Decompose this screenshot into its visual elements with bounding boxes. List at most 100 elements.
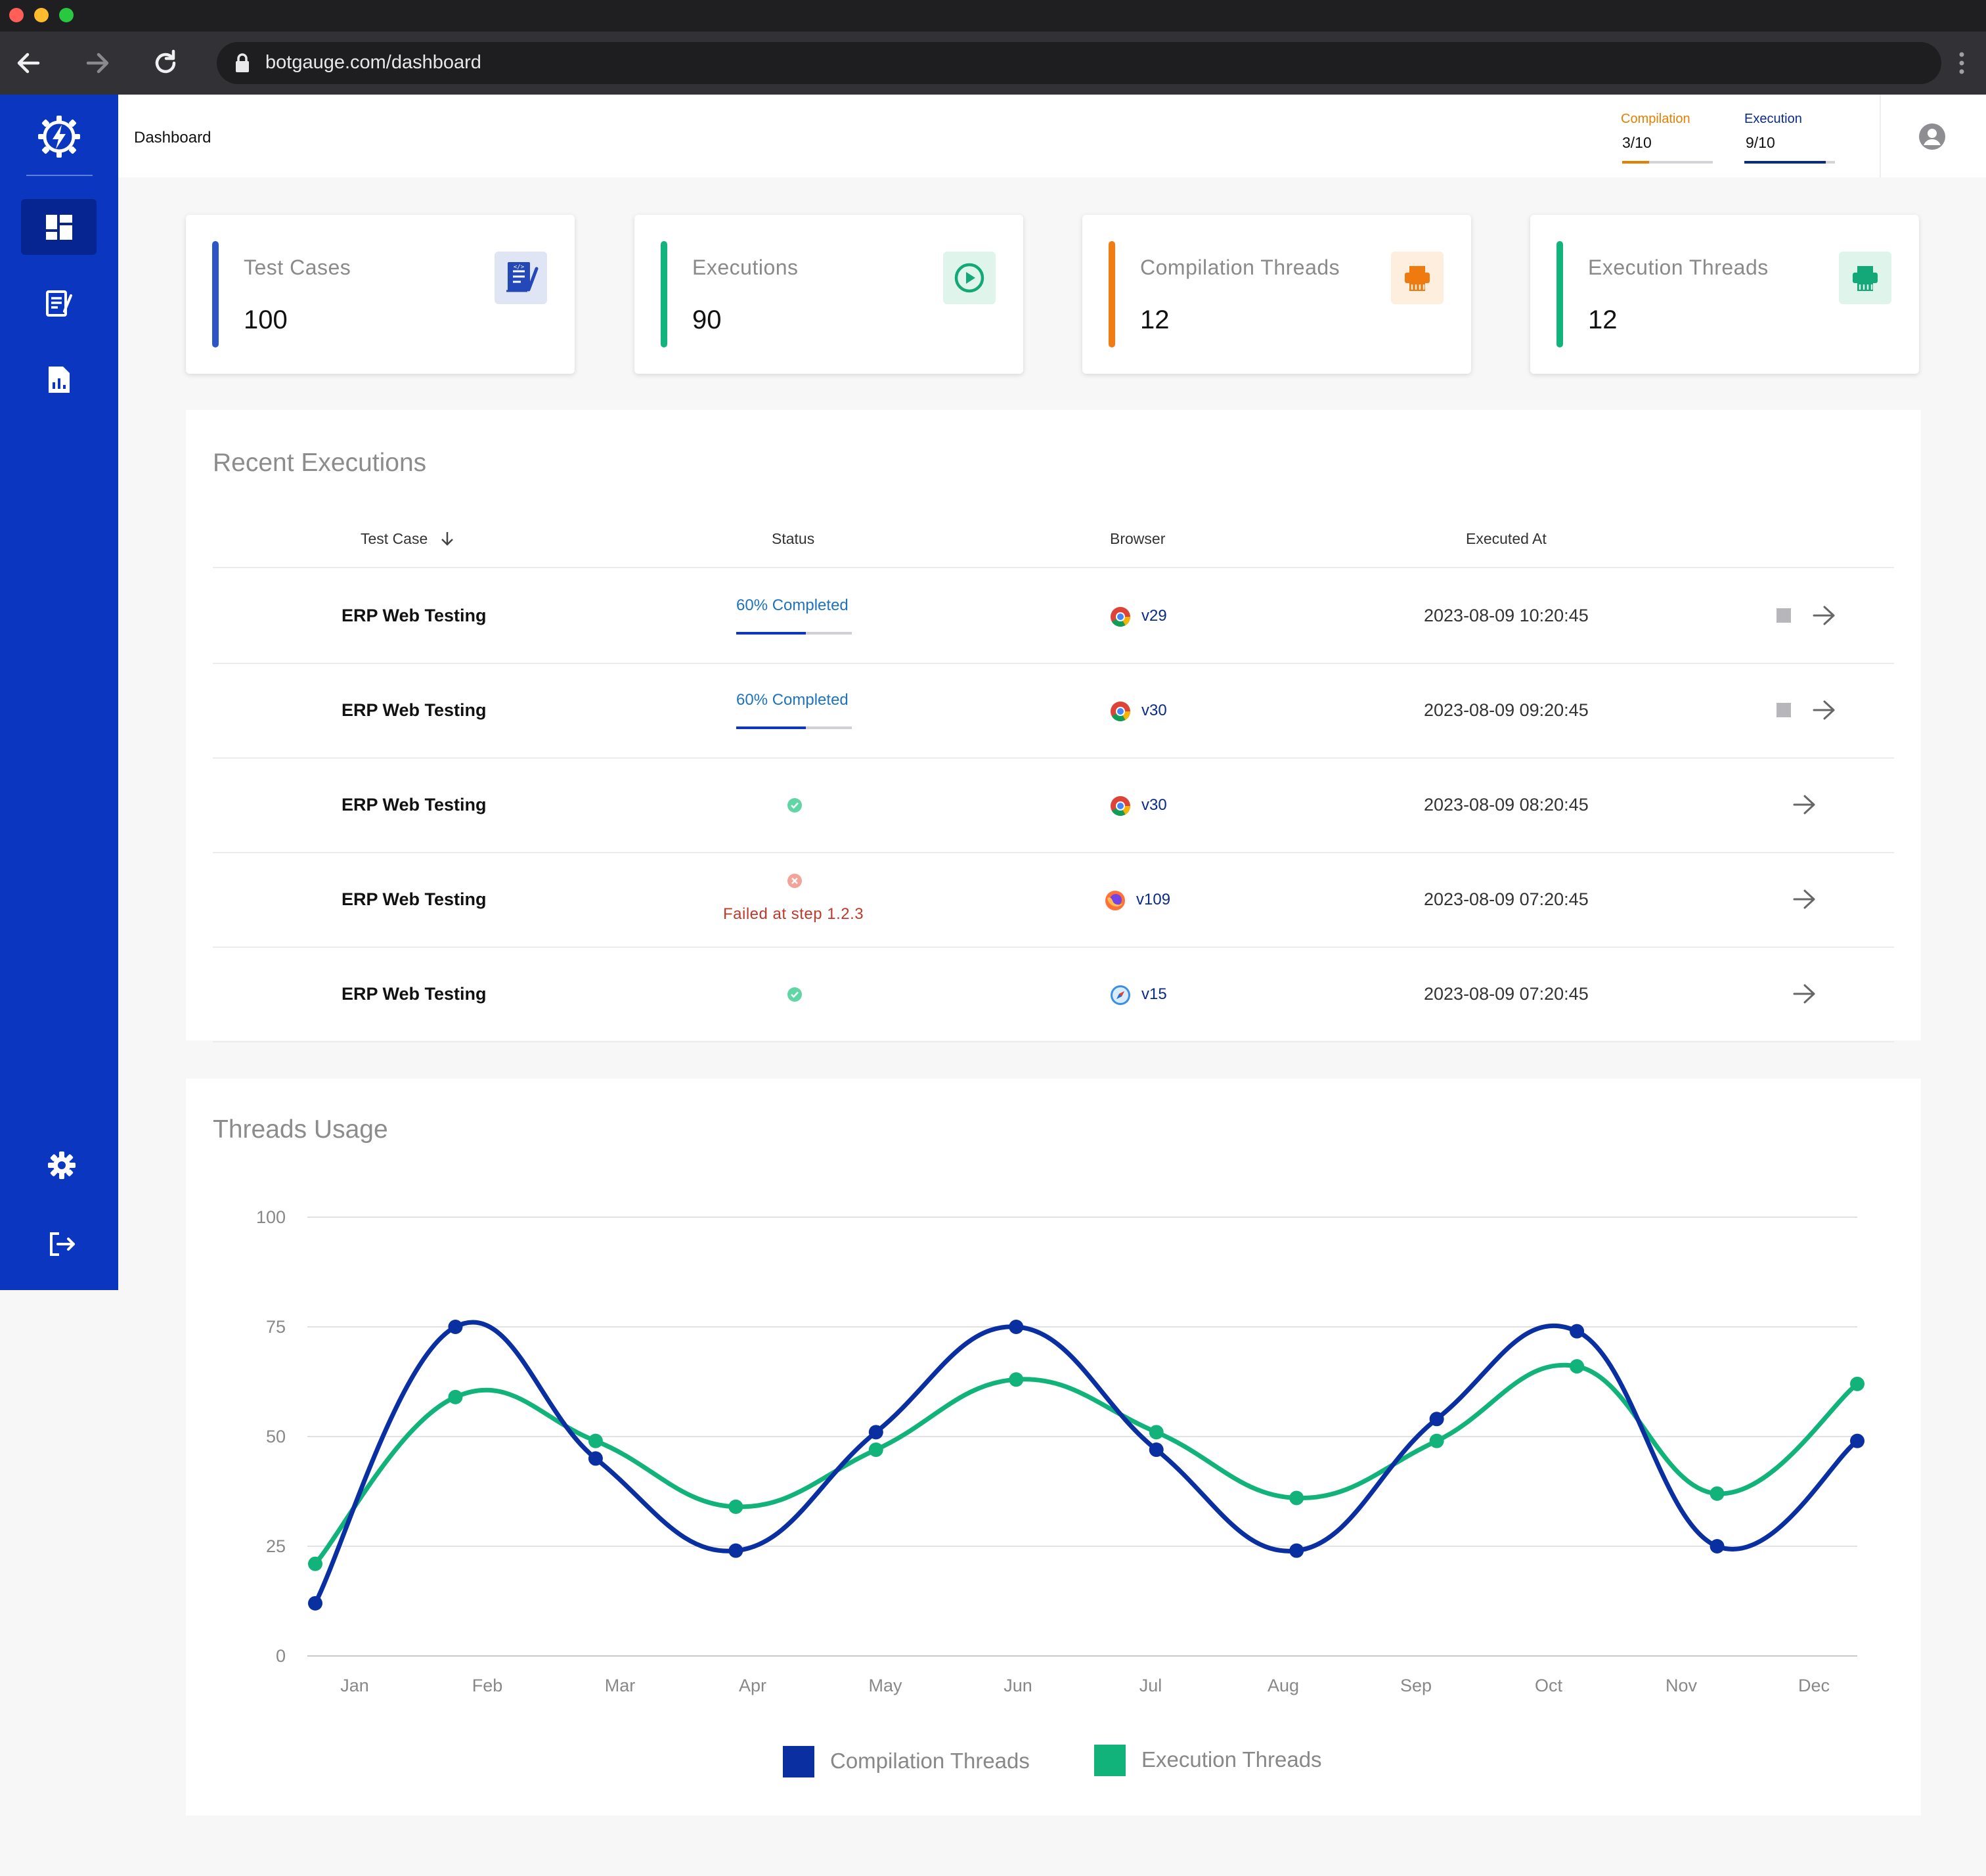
x-tick-label: Aug (1268, 1676, 1299, 1695)
test-case-name[interactable]: ERP Web Testing (342, 889, 487, 909)
stat-label: Compilation Threads (1140, 256, 1340, 279)
reload-icon[interactable] (148, 46, 183, 80)
executed-at: 2023-08-09 08:20:45 (1424, 795, 1589, 815)
open-details-arrow-icon[interactable] (1811, 699, 1838, 721)
browser-menu-icon[interactable] (1958, 51, 1965, 75)
data-point (1850, 1376, 1865, 1391)
chrome-icon (1111, 607, 1130, 627)
status-progress-text: 60% Completed (736, 596, 849, 614)
failed-step-text: Failed at step 1.2.3 (723, 905, 864, 923)
data-point (1710, 1539, 1725, 1553)
data-point (308, 1596, 322, 1611)
url-text[interactable]: botgauge.com/dashboard (265, 52, 481, 73)
data-point (1570, 1324, 1585, 1339)
browser-version: v109 (1136, 891, 1171, 908)
accent-bar (1556, 241, 1563, 347)
x-tick-label: May (868, 1676, 902, 1695)
stat-card-execution-threads[interactable]: Execution Threads 12 (1530, 215, 1919, 374)
data-point (1149, 1425, 1164, 1440)
minimize-window-dot[interactable] (34, 8, 49, 22)
x-tick-label: Jan (340, 1676, 369, 1695)
accent-bar (212, 241, 219, 347)
play-circle-icon (943, 252, 996, 304)
printer-icon (1839, 252, 1891, 304)
test-case-name[interactable]: ERP Web Testing (342, 606, 487, 625)
execution-value: 9/10 (1746, 134, 1775, 151)
stat-card-executions[interactable]: Executions 90 (634, 215, 1023, 374)
status-progress-text: 60% Completed (736, 691, 849, 709)
open-details-arrow-icon[interactable] (1792, 888, 1818, 910)
table-row[interactable] (213, 757, 1894, 853)
test-case-name[interactable]: ERP Web Testing (342, 795, 487, 815)
test-case-icon: </> (495, 252, 547, 304)
series-line (313, 1320, 1859, 1605)
stat-label: Test Cases (244, 256, 351, 279)
open-details-arrow-icon[interactable] (1792, 793, 1818, 816)
threads-usage-title: Threads Usage (213, 1115, 388, 1144)
stat-card-compilation-threads[interactable]: Compilation Threads 12 (1082, 215, 1471, 374)
stop-execution-button[interactable] (1776, 703, 1791, 717)
data-point (868, 1442, 883, 1458)
data-point (1570, 1359, 1585, 1374)
stat-card-test-cases[interactable]: Test Cases 100 </> (186, 215, 575, 374)
executed-at: 2023-08-09 10:20:45 (1424, 606, 1589, 625)
column-header-status: Status (772, 530, 815, 547)
x-tick-label: Dec (1798, 1676, 1830, 1695)
stat-label: Execution Threads (1588, 256, 1769, 279)
data-point (1149, 1442, 1164, 1458)
data-point (1009, 1320, 1024, 1334)
close-window-dot[interactable] (9, 8, 24, 22)
logout-icon[interactable] (49, 1231, 76, 1257)
test-case-name[interactable]: ERP Web Testing (342, 700, 487, 720)
back-arrow-icon[interactable] (12, 46, 46, 80)
legend-swatch-compilation[interactable] (783, 1746, 814, 1777)
sidebar-item-test-cases[interactable] (45, 289, 74, 318)
safari-icon (1111, 985, 1130, 1005)
data-point (728, 1543, 743, 1558)
legend-swatch-execution[interactable] (1094, 1745, 1126, 1776)
x-tick-label: Apr (739, 1676, 766, 1695)
user-avatar-icon[interactable] (1918, 122, 1947, 151)
stat-value: 12 (1588, 305, 1618, 334)
browser-version: v30 (1141, 796, 1167, 814)
svg-text:</>: </> (514, 264, 525, 271)
test-case-name[interactable]: ERP Web Testing (342, 984, 487, 1004)
dashboard-icon (46, 215, 72, 240)
window-titlebar (0, 0, 1986, 32)
stat-value: 90 (692, 305, 722, 334)
compilation-label: Compilation (1621, 112, 1690, 126)
table-row[interactable] (213, 852, 1894, 948)
column-header-test-case[interactable]: Test Case (361, 530, 454, 548)
table-row[interactable] (213, 947, 1894, 1042)
header-divider (1880, 95, 1881, 177)
forward-arrow-icon[interactable] (80, 46, 114, 80)
firefox-icon (1105, 891, 1125, 910)
column-header-browser: Browser (1110, 530, 1166, 547)
data-point (1289, 1543, 1304, 1558)
data-point (1710, 1486, 1725, 1501)
data-point (448, 1320, 463, 1334)
maximize-window-dot[interactable] (59, 8, 74, 22)
table-row[interactable] (213, 663, 1894, 759)
legend-label-execution[interactable]: Execution Threads (1141, 1747, 1322, 1772)
open-details-arrow-icon[interactable] (1792, 983, 1818, 1005)
settings-gear-icon[interactable] (47, 1151, 76, 1180)
address-bar[interactable] (217, 42, 1941, 84)
data-point (1850, 1433, 1865, 1448)
x-tick-label: Oct (1535, 1676, 1563, 1695)
sidebar-item-dashboard[interactable] (21, 199, 97, 255)
lock-icon (236, 53, 249, 72)
sidebar-item-reports[interactable] (47, 365, 71, 394)
open-details-arrow-icon[interactable] (1811, 604, 1838, 627)
recent-executions-panel (186, 410, 1921, 1040)
stat-label: Executions (692, 256, 799, 279)
botgauge-logo-icon[interactable] (35, 113, 83, 160)
stop-execution-button[interactable] (1776, 608, 1791, 623)
threads-usage-panel (186, 1079, 1921, 1816)
browser-version: v30 (1141, 702, 1167, 719)
x-tick-label: Jul (1139, 1676, 1162, 1695)
sort-arrow-down-icon[interactable] (440, 531, 454, 547)
table-row[interactable] (213, 568, 1894, 664)
data-point (728, 1499, 743, 1514)
legend-label-compilation[interactable]: Compilation Threads (830, 1749, 1030, 1773)
